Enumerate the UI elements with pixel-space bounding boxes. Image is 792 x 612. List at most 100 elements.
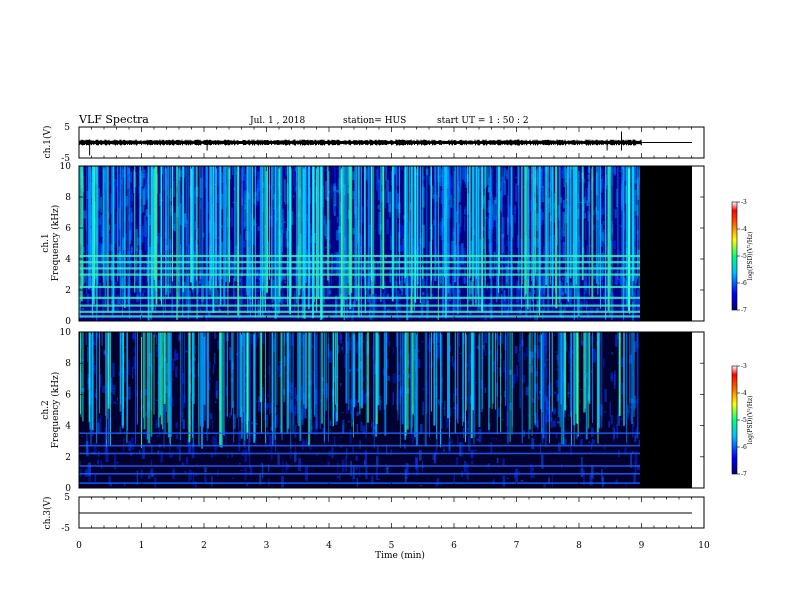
colorbar-tick-label: -3 xyxy=(741,199,747,206)
noise-mark xyxy=(318,284,321,293)
noise-mark xyxy=(563,410,565,413)
noise-mark xyxy=(423,278,426,287)
noise-mark xyxy=(549,417,553,422)
sferic-mark xyxy=(574,166,576,297)
sferic-mark xyxy=(494,332,496,410)
noise-mark xyxy=(285,231,288,248)
noise-mark xyxy=(189,469,192,481)
sferic-mark xyxy=(411,332,414,415)
noise-mark xyxy=(569,369,571,371)
sferic-mark xyxy=(481,166,483,303)
noise-mark xyxy=(562,199,566,209)
noise-mark xyxy=(271,184,274,200)
noise-mark xyxy=(422,388,425,391)
noise-mark xyxy=(114,179,118,187)
sferic-mark xyxy=(212,166,215,313)
noise-mark xyxy=(517,166,520,186)
noise-mark xyxy=(221,241,225,255)
noise-mark xyxy=(116,461,119,464)
horizontal-line-mark xyxy=(79,261,642,264)
noise-mark xyxy=(609,401,611,417)
ch3-waveform-panel: 5 -5 ch.3(V) xyxy=(42,493,705,534)
noise-mark xyxy=(322,428,325,434)
noise-mark xyxy=(500,194,503,213)
sferic-mark xyxy=(231,332,233,416)
noise-mark xyxy=(488,229,490,251)
sferic-mark xyxy=(545,166,548,285)
sferic-mark xyxy=(555,166,558,309)
noise-mark xyxy=(580,467,584,478)
sferic-mark xyxy=(261,166,263,318)
noise-mark xyxy=(461,166,465,180)
sferic-mark xyxy=(359,332,361,415)
noise-mark xyxy=(577,208,580,219)
noise-mark xyxy=(366,259,368,268)
noise-mark xyxy=(449,420,452,422)
noise-mark xyxy=(272,338,275,352)
sferic-mark xyxy=(348,166,351,295)
noise-mark xyxy=(284,200,287,205)
noise-mark xyxy=(600,178,603,193)
noise-mark xyxy=(209,296,211,309)
noise-mark xyxy=(431,293,434,296)
noise-mark xyxy=(420,424,423,434)
sferic-mark xyxy=(489,332,491,408)
noise-mark xyxy=(630,406,632,408)
noise-mark xyxy=(229,347,232,361)
noise-mark xyxy=(335,190,339,193)
noise-mark xyxy=(570,166,574,170)
noise-mark xyxy=(432,454,436,461)
noise-mark xyxy=(355,455,358,461)
noise-mark xyxy=(144,430,148,439)
noise-mark xyxy=(422,401,424,416)
sferic-mark xyxy=(346,166,348,319)
noise-mark xyxy=(326,287,329,300)
noise-mark xyxy=(464,268,466,277)
noise-mark xyxy=(451,271,454,294)
noise-mark xyxy=(183,312,187,315)
noise-mark xyxy=(215,400,217,404)
noise-mark xyxy=(174,349,177,361)
horizontal-line-mark xyxy=(79,296,642,299)
sferic-mark xyxy=(280,166,283,282)
noise-mark xyxy=(490,442,493,453)
noise-mark xyxy=(614,209,617,219)
noise-mark xyxy=(388,341,390,347)
noise-mark xyxy=(519,259,523,268)
noise-mark xyxy=(301,354,303,359)
noise-mark xyxy=(637,233,640,240)
noise-mark xyxy=(525,346,528,357)
noise-mark xyxy=(151,473,155,477)
sferic-mark xyxy=(272,332,274,447)
sferic-mark xyxy=(176,166,179,320)
noise-mark xyxy=(209,362,211,369)
sferic-mark xyxy=(419,166,421,304)
noise-mark xyxy=(210,453,214,458)
noise-mark xyxy=(214,353,216,365)
noise-mark xyxy=(204,467,207,473)
noise-mark xyxy=(564,438,568,447)
noise-mark xyxy=(507,195,509,204)
noise-mark xyxy=(131,193,134,202)
sferic-mark xyxy=(161,166,163,306)
noise-mark xyxy=(453,289,457,313)
noise-mark xyxy=(602,229,606,244)
noise-mark xyxy=(638,439,640,446)
noise-mark xyxy=(113,185,117,209)
ch1-waveform-ylabel: ch.1(V) xyxy=(42,126,53,159)
noise-mark xyxy=(154,332,156,338)
noise-mark xyxy=(226,166,228,169)
noise-mark xyxy=(220,194,224,210)
noise-mark xyxy=(494,196,498,204)
sferic-mark xyxy=(476,166,478,280)
sferic-mark xyxy=(120,166,122,305)
noise-mark xyxy=(108,224,111,231)
noise-mark xyxy=(637,289,640,313)
noise-mark xyxy=(225,434,227,444)
noise-mark xyxy=(281,209,284,221)
noise-mark xyxy=(541,274,544,297)
sferic-mark xyxy=(508,166,510,313)
sferic-mark xyxy=(307,166,310,310)
noise-mark xyxy=(634,435,637,442)
